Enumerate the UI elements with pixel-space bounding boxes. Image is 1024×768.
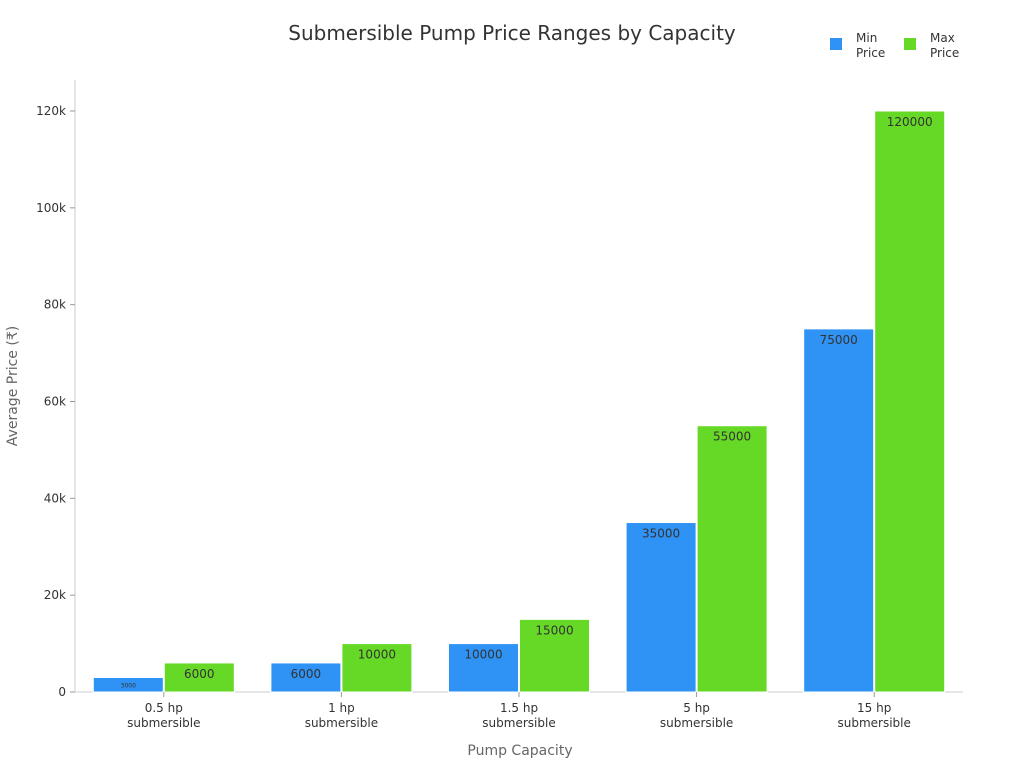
bar — [519, 618, 590, 693]
bars: 3000 6000 6000 10000 10000 15000 35000 55000 750… — [92, 110, 946, 693]
legend-swatch — [904, 38, 916, 50]
bar — [696, 425, 768, 693]
y-tick-label: 40k — [44, 491, 66, 505]
legend-label: Max Price — [930, 31, 959, 60]
x-axis-label: Pump Capacity — [467, 743, 572, 759]
x-tick-label-line: submersible — [127, 716, 200, 730]
bar — [92, 676, 164, 693]
y-tick-label: 80k — [44, 298, 66, 312]
bar — [448, 643, 519, 693]
x-tick-label-line: 15 hp — [857, 701, 891, 715]
data-label: 10000 — [358, 648, 396, 662]
x-tick-label: 15 hp submersible — [837, 701, 910, 730]
y-axis-label: Average Price (₹) — [5, 326, 21, 446]
bar — [270, 662, 342, 693]
x-tick-label-line: submersible — [660, 716, 733, 730]
data-label: 10000 — [464, 648, 502, 662]
data-label: 3000 — [121, 682, 136, 689]
data-label: 15000 — [535, 623, 573, 637]
legend-label-line: Max — [930, 31, 955, 45]
bar — [625, 522, 697, 693]
x-tick-label: 0.5 hp submersible — [127, 701, 200, 730]
x-tick-label-line: submersible — [482, 716, 555, 730]
data-label: 35000 — [642, 527, 680, 541]
legend-label: Min Price — [856, 31, 885, 60]
y-ticks: 0 20k 40k 60k 80k 100k 120k — [36, 104, 75, 699]
x-tick-label-line: 5 hp — [683, 701, 710, 715]
chart-title: Submersible Pump Price Ranges by Capacit… — [288, 21, 736, 45]
legend-label-line: Price — [856, 46, 885, 60]
x-tick-label: 1 hp submersible — [305, 701, 378, 730]
bar — [803, 328, 875, 693]
x-tick-label-line: 1.5 hp — [500, 701, 538, 715]
data-label: 6000 — [291, 667, 322, 681]
x-tick-label: 5 hp submersible — [660, 701, 733, 730]
y-tick-label: 120k — [36, 104, 66, 118]
y-tick-label: 0 — [58, 685, 66, 699]
bar — [341, 643, 413, 693]
data-label: 120000 — [887, 115, 933, 129]
y-tick-label: 100k — [36, 201, 66, 215]
data-label: 6000 — [184, 667, 215, 681]
x-tick-label-line: submersible — [305, 716, 378, 730]
data-label: 75000 — [820, 333, 858, 347]
x-tick-label-line: 1 hp — [328, 701, 355, 715]
legend-label-line: Min — [856, 31, 877, 45]
legend-label-line: Price — [930, 46, 959, 60]
bar — [874, 110, 946, 693]
x-tick-label: 1.5 hp submersible — [482, 701, 555, 730]
x-tick-label-line: submersible — [837, 716, 910, 730]
legend-swatch — [830, 38, 842, 50]
bar — [163, 662, 235, 693]
data-label: 55000 — [713, 430, 751, 444]
y-tick-label: 60k — [44, 395, 66, 409]
x-tick-label-line: 0.5 hp — [145, 701, 183, 715]
y-tick-label: 20k — [44, 588, 66, 602]
